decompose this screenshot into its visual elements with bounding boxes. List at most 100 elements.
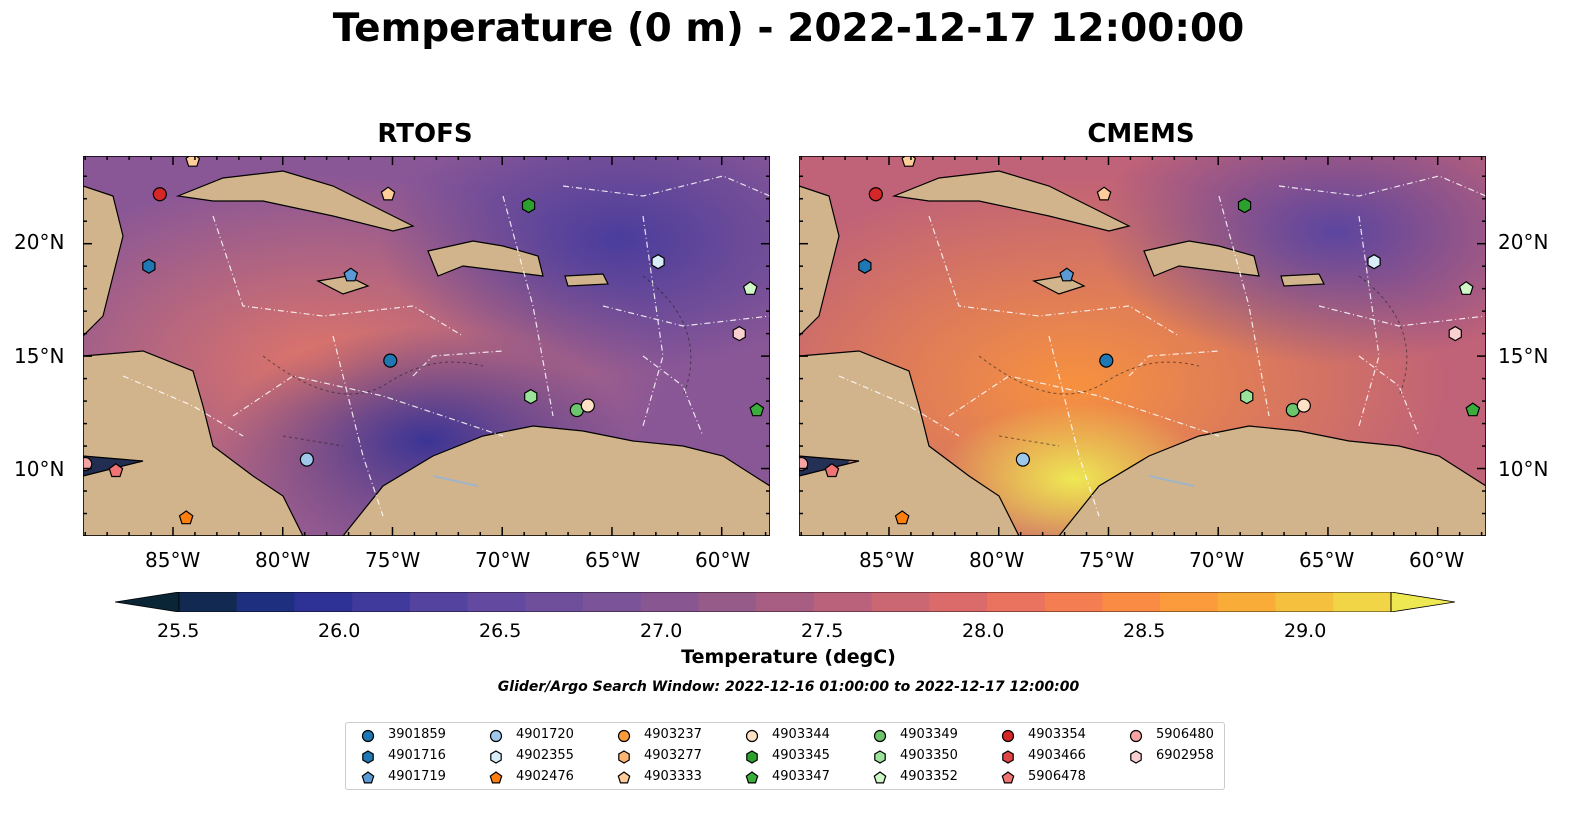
lat-tick-label: 20°N bbox=[14, 230, 65, 254]
legend-marker-circle bbox=[361, 729, 375, 743]
float-marker-5906480 bbox=[83, 456, 93, 472]
legend: 3901859 4901716 4901719 4901720 4902355 49024… bbox=[345, 722, 1225, 790]
lon-tick-label: 60°W bbox=[695, 548, 751, 572]
float-marker-4903350 bbox=[1240, 388, 1254, 405]
legend-marker-circle bbox=[873, 729, 887, 743]
float-marker-4903345 bbox=[521, 197, 536, 214]
colorbar-tick-label: 25.5 bbox=[157, 620, 200, 642]
float-marker-4902355 bbox=[651, 254, 665, 270]
legend-label: 4901716 bbox=[388, 748, 446, 763]
legend-label: 4903354 bbox=[1028, 727, 1086, 742]
land-cuba bbox=[175, 170, 415, 232]
float-marker-4903333 bbox=[901, 156, 917, 167]
legend-label: 4903349 bbox=[900, 727, 958, 742]
lon-tick-label: 80°W bbox=[969, 548, 1025, 572]
float-marker-4903347 bbox=[1465, 402, 1481, 417]
float-marker-4903344 bbox=[580, 398, 595, 413]
colorbar-segment bbox=[409, 592, 469, 612]
legend-marker-pentagon bbox=[489, 771, 503, 784]
colorbar-segment bbox=[525, 592, 584, 612]
legend-marker-pentagon bbox=[745, 771, 759, 784]
colorbar-segment bbox=[756, 592, 815, 612]
float-marker-4902355 bbox=[1367, 254, 1381, 270]
float-marker-4901719 bbox=[1059, 267, 1075, 282]
float-marker-4901716 bbox=[858, 258, 872, 274]
land-puerto-rico bbox=[564, 273, 609, 287]
legend-label: 4903277 bbox=[644, 748, 702, 763]
colorbar-extend-min bbox=[115, 592, 180, 612]
float-marker-3901859 bbox=[1099, 353, 1114, 368]
float-marker-4903347 bbox=[749, 402, 765, 417]
float-marker-4903354 bbox=[868, 187, 883, 202]
legend-marker-hexagon bbox=[1130, 750, 1142, 764]
legend-marker-pentagon bbox=[617, 771, 631, 784]
float-marker-4903354 bbox=[152, 187, 167, 202]
legend-label: 3901859 bbox=[388, 727, 446, 742]
land-yucatan bbox=[799, 185, 840, 337]
legend-label: 4901719 bbox=[388, 769, 446, 784]
lon-tick-label: 70°W bbox=[1189, 548, 1245, 572]
colorbar-tick-label: 27.0 bbox=[640, 620, 683, 642]
float-marker-4901719 bbox=[343, 267, 359, 282]
panel-title-cmems: CMEMS bbox=[1087, 119, 1195, 149]
float-marker-4902476 bbox=[894, 510, 910, 525]
legend-marker-pentagon bbox=[1001, 771, 1015, 784]
float-marker-4903352 bbox=[1458, 280, 1474, 295]
legend-marker-hexagon bbox=[618, 750, 630, 764]
legend-marker-hexagon bbox=[362, 750, 374, 764]
map-panel-rtofs bbox=[83, 156, 770, 536]
colorbar-segment bbox=[929, 592, 988, 612]
colorbar-segment bbox=[698, 592, 757, 612]
legend-label: 5906480 bbox=[1156, 727, 1214, 742]
legend-marker-circle bbox=[745, 729, 759, 743]
colorbar-label: Temperature (degC) bbox=[681, 646, 896, 668]
colorbar-segment bbox=[813, 592, 873, 612]
lon-tick-label: 65°W bbox=[585, 548, 641, 572]
float-marker-4903352 bbox=[742, 280, 758, 295]
colorbar-tick-label: 28.5 bbox=[1123, 620, 1166, 642]
land-cuba bbox=[891, 170, 1131, 232]
legend-label: 4902476 bbox=[516, 769, 574, 784]
colorbar-segment bbox=[1275, 592, 1334, 612]
colorbar-tick-label: 29.0 bbox=[1284, 620, 1327, 642]
float-marker-4902476 bbox=[178, 510, 194, 525]
land-south-america bbox=[1058, 425, 1486, 536]
colorbar-segment bbox=[1333, 592, 1392, 612]
legend-label: 4903333 bbox=[644, 769, 702, 784]
land-yucatan bbox=[83, 185, 124, 337]
colorbar bbox=[115, 592, 1455, 612]
colorbar-segment bbox=[987, 592, 1046, 612]
lon-tick-label: 85°W bbox=[859, 548, 915, 572]
float-marker-6902958 bbox=[1448, 325, 1462, 342]
map-panel-cmems bbox=[799, 156, 1486, 536]
legend-label: 4903466 bbox=[1028, 748, 1086, 763]
colorbar-tick-label: 26.0 bbox=[318, 620, 361, 642]
float-marker-3901859 bbox=[383, 353, 398, 368]
legend-label: 4903237 bbox=[644, 727, 702, 742]
legend-label: 4902355 bbox=[516, 748, 574, 763]
colorbar-segment bbox=[1217, 592, 1277, 612]
colorbar-extend-max bbox=[1390, 592, 1455, 612]
legend-label: 4903347 bbox=[772, 769, 830, 784]
float-marker-5906478 bbox=[108, 463, 124, 478]
colorbar-segment bbox=[1044, 592, 1104, 612]
lat-tick-label: 10°N bbox=[1498, 457, 1549, 481]
lon-tick-label: 70°W bbox=[475, 548, 531, 572]
legend-label: 4903344 bbox=[772, 727, 830, 742]
lon-tick-label: 65°W bbox=[1299, 548, 1355, 572]
float-marker-4901720 bbox=[1015, 452, 1030, 467]
legend-marker-hexagon bbox=[874, 750, 886, 764]
land-south-america bbox=[342, 425, 770, 536]
float-marker-6902958 bbox=[732, 325, 746, 342]
colorbar-segment bbox=[467, 592, 526, 612]
land-hispaniola bbox=[1143, 240, 1260, 277]
land-central-america bbox=[83, 350, 304, 536]
colorbar-segment bbox=[1102, 592, 1161, 612]
colorbar-segment bbox=[871, 592, 930, 612]
float-marker-4903333 bbox=[1096, 186, 1112, 201]
float-marker-5906480 bbox=[799, 456, 809, 472]
legend-marker-pentagon bbox=[873, 771, 887, 784]
panel-title-rtofs: RTOFS bbox=[377, 119, 473, 149]
legend-marker-hexagon bbox=[490, 750, 502, 764]
colorbar-tick-label: 28.0 bbox=[962, 620, 1005, 642]
